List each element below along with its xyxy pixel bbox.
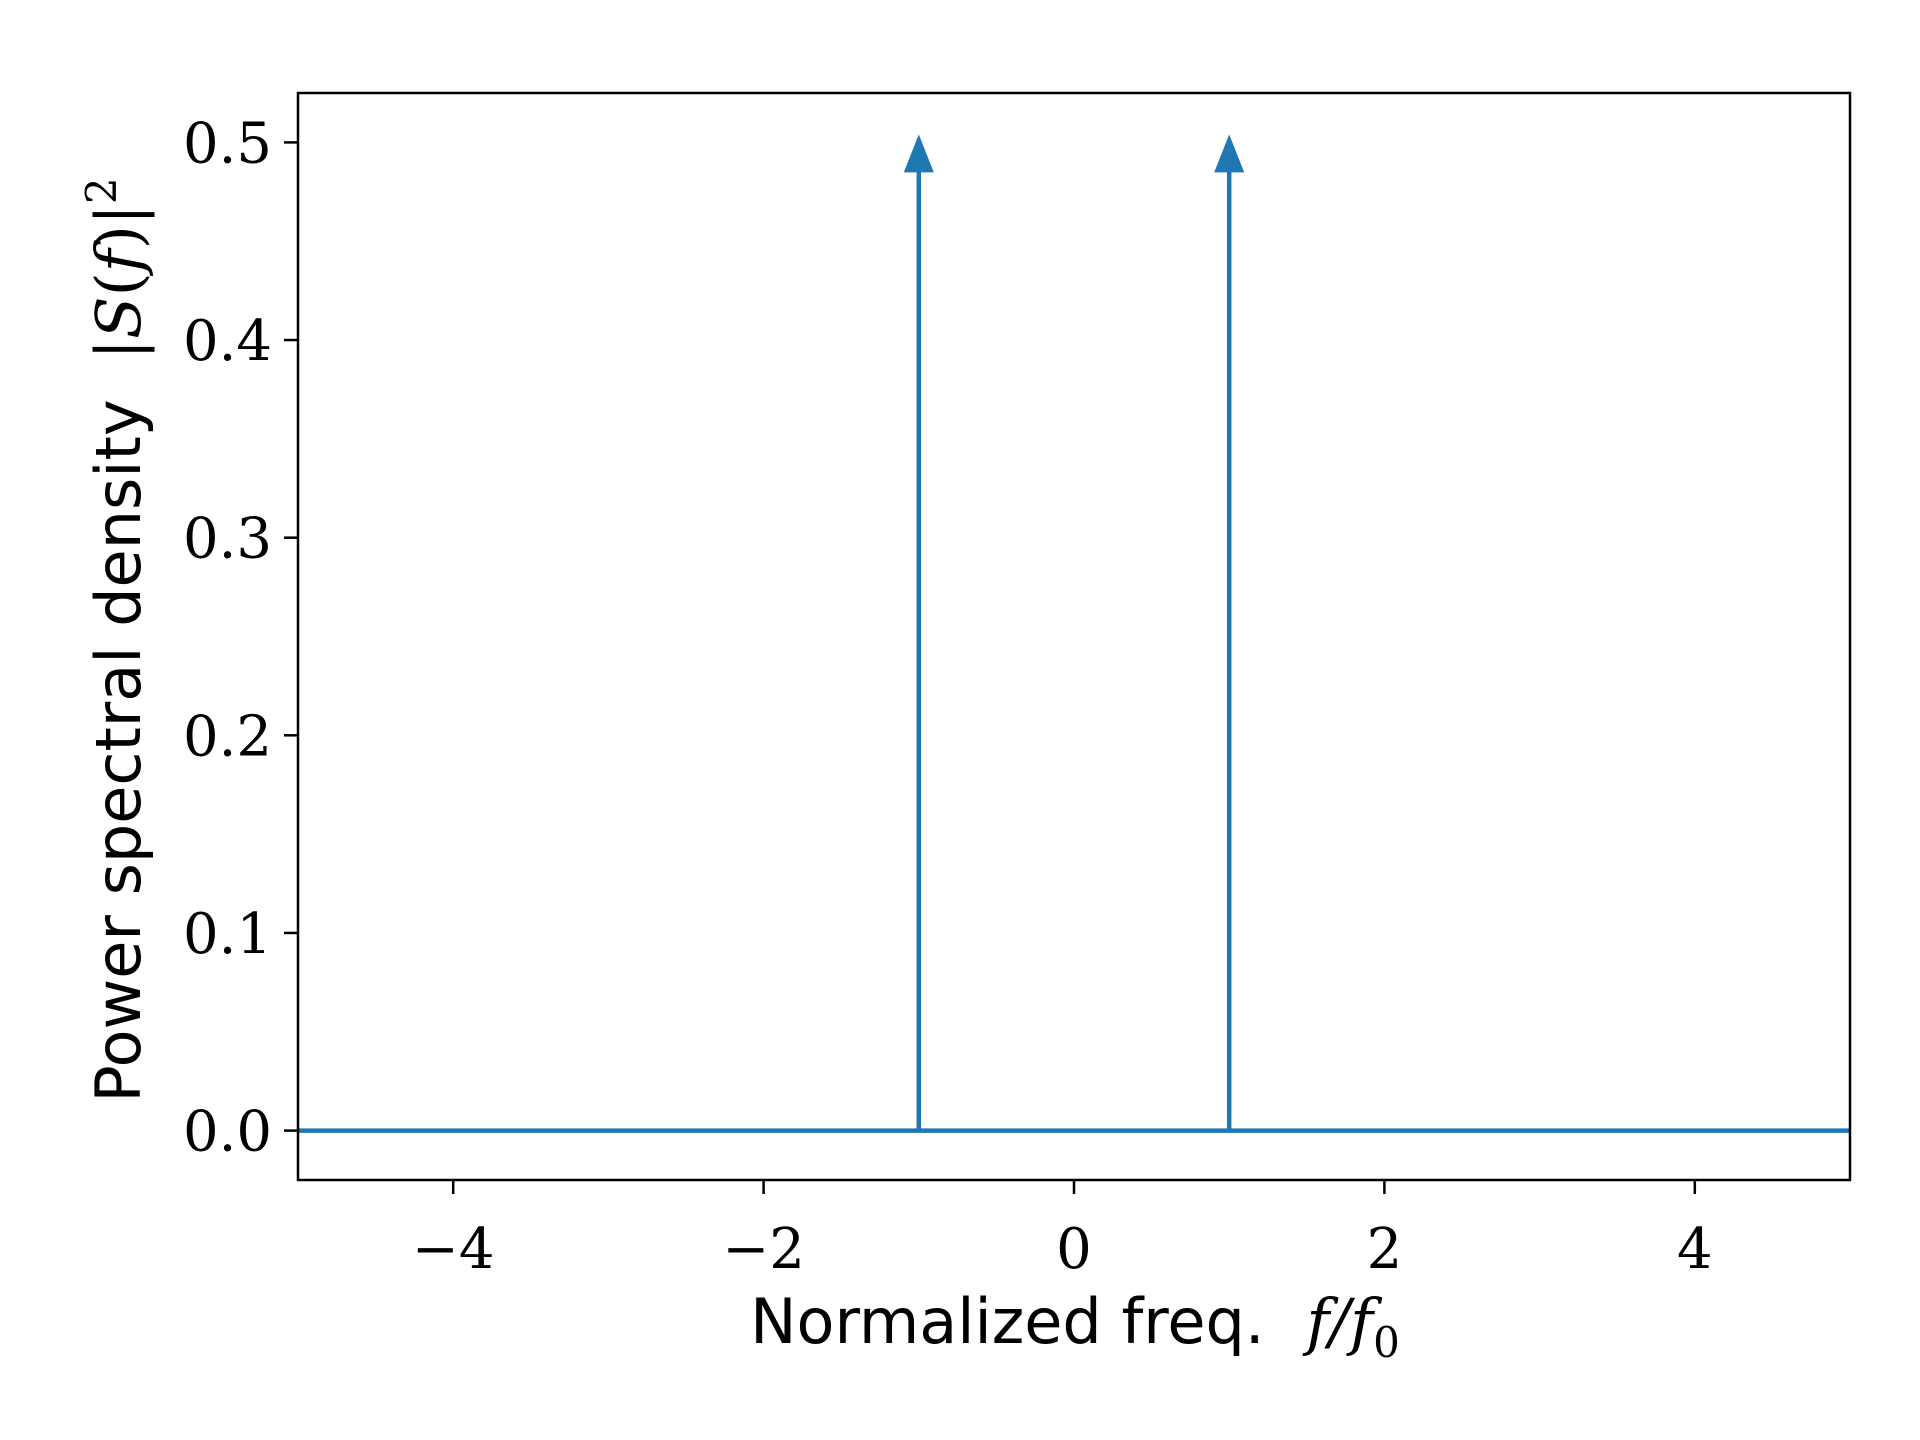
plot-frame — [296, 91, 1852, 1182]
impulse-1 — [1214, 134, 1245, 1131]
y-axis-label-superscript: 2 — [77, 177, 126, 204]
x-axis-ticks: −4 −2 0 2 4 — [412, 1180, 1713, 1282]
y-axis-label-s: S — [82, 296, 155, 338]
x-axis-label-text: Normalized freq. — [750, 1285, 1264, 1358]
x-tick-label: −2 — [722, 1217, 805, 1282]
y-axis-label-text: Power spectral density — [82, 399, 155, 1102]
y-axis-label-paren-open: ( — [82, 272, 155, 296]
x-tick-label: −4 — [412, 1217, 495, 1282]
impulse-0 — [903, 134, 934, 1131]
impulse-arrowhead — [1214, 134, 1245, 173]
y-tick-label: 0.5 — [183, 111, 272, 176]
y-tick-label: 0.2 — [183, 704, 272, 769]
y-axis-label: Power spectral density |S(f)|2 — [77, 177, 155, 1102]
x-tick-label: 0 — [1056, 1217, 1092, 1282]
x-tick-label: 4 — [1677, 1217, 1713, 1282]
y-tick-label: 0.1 — [183, 902, 272, 967]
y-tick-label: 0.0 — [183, 1100, 272, 1165]
x-axis-label: Normalized freq. f/f0 — [750, 1285, 1400, 1367]
y-axis-ticks: 0.0 0.1 0.2 0.3 0.4 0.5 — [183, 111, 298, 1165]
x-axis-label-subscript: 0 — [1373, 1318, 1400, 1367]
y-axis-label-bar: | — [82, 339, 155, 360]
y-tick-label: 0.4 — [183, 309, 272, 374]
impulse-arrowhead — [903, 134, 934, 173]
y-axis-label-paren-close: )| — [82, 204, 155, 249]
plot-area — [296, 91, 1852, 1182]
y-tick-label: 0.3 — [183, 507, 272, 572]
x-tick-label: 2 — [1367, 1217, 1403, 1282]
x-axis-label-math: f/f — [1302, 1285, 1383, 1358]
